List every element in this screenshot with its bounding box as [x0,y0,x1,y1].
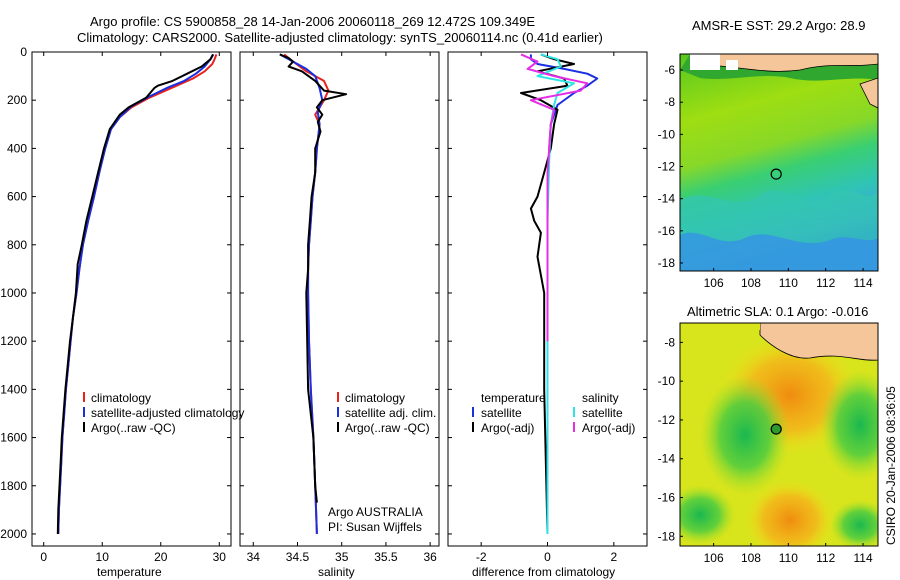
temperature-xtick-label: 20 [154,550,168,564]
depth-ytick-label: 1800 [0,479,27,493]
sla-map-xtick-label: 112 [816,551,835,565]
temperature-xtick-label: 10 [96,550,110,564]
sst-map-field [680,54,878,271]
salinity-panel: 34 34.5 35 35.5 36 salinity climatology sate… [239,51,440,579]
temperature-axes-frame [31,51,232,547]
sst-map-ytick-label: -14 [658,192,676,206]
salinity-xtick-label: 34 [247,550,261,564]
sst-map-panel: AMSR-E SST: 29.2 Argo: 28.9 106 108 110 112… [658,18,879,290]
salinity-legend: climatology satellite adj. clim. Argo(..… [337,391,436,435]
sst-map-xtick-label: 108 [741,276,761,290]
sla-map-title: Altimetric SLA: 0.1 Argo: -0.016 [687,304,868,319]
temperature-panel: 0 10 20 30 0 200 400 600 800 1000 1200 1400 1600 1800… [0,45,244,579]
sst-map-ytick-label: -8 [664,95,675,109]
sst-map-title: AMSR-E SST: 29.2 Argo: 28.9 [692,18,865,33]
temperature-legend-item-1: climatology [91,391,151,405]
salinity-axes-frame [239,51,440,547]
salinity-xtick-label: 36 [423,550,437,564]
sst-map-ytick-label: -18 [658,256,676,270]
sla-map-field [680,323,878,546]
difference-xtick-label: 2 [610,550,617,564]
depth-ytick-label: 1600 [0,431,27,445]
depth-ytick-label: 600 [7,190,27,204]
depth-ytick-label: 800 [7,238,27,252]
depth-ytick-label: 2000 [0,527,27,541]
difference-legend: temperature satellite Argo(-adj) salinit… [472,391,635,435]
temperature-xtick-label: 0 [40,550,47,564]
depth-ytick-label: 0 [20,45,27,59]
difference-legend-sal-argo: Argo(-adj) [582,421,635,435]
sla-map-ytick-label: -18 [658,529,676,543]
difference-legend-temp-argo: Argo(-adj) [481,421,534,435]
difference-legend-temp-satellite: satellite [481,406,522,420]
depth-ytick-label: 1400 [0,382,27,396]
sla-map-xtick-label: 106 [704,551,724,565]
sla-map-ytick-label: -14 [658,452,676,466]
sst-map-ytick-label: -12 [658,160,676,174]
temperature-series-climatology [57,54,218,535]
salinity-legend-item-1: climatology [345,391,405,405]
depth-ytick-label: 1000 [0,286,27,300]
sla-map-ytick-label: -12 [658,413,676,427]
sla-map-ytick-label: -10 [658,374,676,388]
salinity-legend-item-3: Argo(..raw -QC) [345,421,430,435]
salinity-series-satellite-adj-clim- [279,53,324,535]
sla-map-xtick-label: 108 [741,551,761,565]
salinity-xlabel: salinity [318,565,355,579]
depth-ytick-label: 1200 [0,334,27,348]
temperature-legend: climatology satellite-adjusted climatolo… [83,391,244,435]
temperature-series-argo-raw-qc- [56,53,214,535]
sst-map-frame [679,53,879,272]
argo-float-marker [770,423,782,435]
difference-panel: -2 0 2 difference from climatology tempera… [447,51,648,579]
difference-legend-sal-satellite: satellite [582,406,623,420]
argo-australia-annotation: Argo AUSTRALIA [328,505,423,519]
salinity-xtick-label: 34.5 [286,550,310,564]
argo-float-marker [770,168,782,180]
pi-annotation: PI: Susan Wijffels [328,520,422,534]
salinity-xtick-label: 35.5 [374,550,398,564]
side-credit: CSIRO 20-Jan-2006 08:36:05 [884,386,898,545]
sst-map-xtick-label: 110 [779,276,798,290]
temperature-xtick-label: 30 [213,550,227,564]
difference-legend-salinity-header: salinity [582,391,619,405]
sla-map-frame [679,322,879,547]
temperature-xlabel: temperature [97,565,162,579]
sst-map-ytick-label: -6 [664,63,675,77]
sla-map-xtick-label: 110 [779,551,798,565]
salinity-xtick-label: 35 [335,550,349,564]
sla-map-ytick-label: -16 [658,491,676,505]
salinity-legend-item-2: satellite adj. clim. [345,406,436,420]
temperature-legend-item-2: satellite-adjusted climatology [91,406,244,420]
difference-xtick-label: -2 [476,550,487,564]
sla-map-xtick-label: 114 [853,551,872,565]
sla-map-ytick-label: -8 [664,335,675,349]
difference-series-salinity-satellite [536,53,575,534]
sst-map-xtick-label: 106 [704,276,724,290]
sst-map-ytick-label: -10 [658,127,676,141]
figure-title-line1: Argo profile: CS 5900858_28 14-Jan-2006 … [90,14,535,29]
figure-title-line2: Climatology: CARS2000. Satellite-adjuste… [77,30,603,45]
difference-legend-temperature-header: temperature [481,391,546,405]
sst-map-xtick-label: 112 [816,276,835,290]
salinity-series-argo-raw-qc- [279,53,348,503]
difference-xlabel: difference from climatology [472,565,615,579]
depth-ytick-label: 400 [7,141,27,155]
difference-xtick-label: 0 [544,550,551,564]
sla-map-panel: Altimetric SLA: 0.1 Argo: -0.016 106 108 1… [658,304,879,565]
difference-series-temperature-satellite [529,54,599,534]
temperature-series-satellite-adjusted-climatology [57,53,215,535]
sst-map-xtick-label: 114 [853,276,872,290]
sst-map-ytick-label: -16 [658,224,676,238]
temperature-legend-item-3: Argo(..raw -QC) [91,421,176,435]
depth-ytick-label: 200 [7,93,27,107]
difference-series-salinity-argo-adj- [520,53,589,342]
